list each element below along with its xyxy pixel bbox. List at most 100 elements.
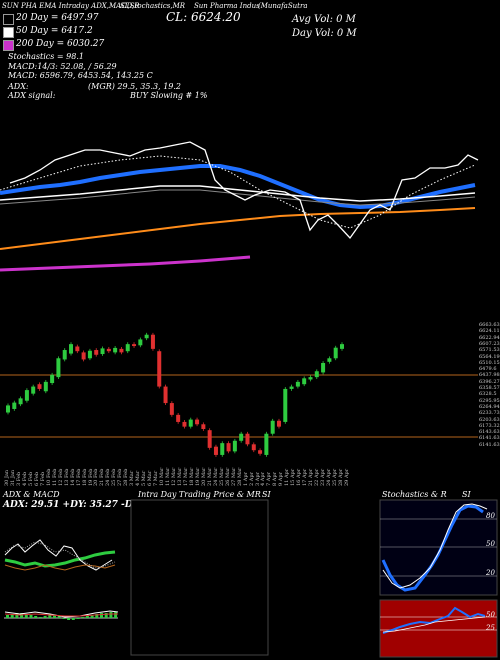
price-tick-label: 6437.98: [479, 372, 500, 379]
candle-body: [276, 420, 281, 427]
ema-blue-line: [0, 164, 476, 210]
candle-body: [245, 433, 250, 445]
macd-histogram-bar: [6, 615, 9, 618]
candle-body: [314, 371, 319, 378]
candle-body: [188, 419, 193, 427]
candle-body: [239, 433, 244, 441]
ma50-label: 50 Day = 6417.2: [16, 26, 93, 36]
stochastics-label: Stochastics = 98.1: [8, 52, 84, 61]
stoch-panel-title: Stochastics & R: [382, 490, 447, 499]
candle-body: [201, 424, 206, 429]
ticker-strip: SUN PHA EMA Intraday ADX,MACD,R: [2, 2, 140, 10]
price-line: [9, 141, 479, 240]
price-tick-label: 6571.53: [479, 347, 500, 354]
rsi-secondary-line: [382, 616, 486, 633]
candle-body: [94, 350, 99, 355]
macd-histogram-bar: [62, 618, 66, 619]
candle-body: [138, 339, 143, 346]
adx-readout: ADX: 29.51 +DY: 35.27 -DY: 19.19: [3, 500, 173, 510]
candle-body: [81, 352, 86, 360]
macd-histogram-bar: [104, 613, 108, 618]
macd-histogram-bar: [29, 615, 33, 618]
candle-body: [270, 420, 275, 434]
candle-body: [289, 386, 294, 389]
stoch-axis-20: 20: [486, 569, 495, 577]
ma20-swatch: [3, 14, 14, 25]
avg-vol: Avg Vol: 0 M: [292, 14, 356, 25]
candle-body: [295, 381, 300, 387]
stochastics-panel: [379, 499, 498, 596]
candlestick-chart: [0, 332, 478, 457]
stoch-axis-80: 80: [486, 512, 495, 520]
candle-body: [195, 419, 200, 425]
ma50-line: [0, 185, 476, 202]
price-tick-label: 6396.27: [479, 378, 500, 385]
candle-body: [50, 374, 55, 384]
candle-body: [327, 358, 332, 362]
price-tick-label: 6295.95: [479, 397, 500, 404]
stoch-axis-50: 50: [486, 540, 495, 548]
strip-right: (MunafaSutra: [258, 2, 308, 10]
macd-line: [4, 610, 119, 618]
macd-histogram-bar: [57, 616, 61, 618]
price-tick-label: 6622.94: [479, 334, 500, 341]
ma50-shadow-line: [0, 189, 476, 206]
candle-body: [106, 348, 111, 352]
price-tick-label: 6479.6: [479, 366, 497, 373]
price-tick-label: 6510.15: [479, 359, 500, 366]
ma-overview-chart: [0, 141, 479, 272]
candle-body: [157, 351, 162, 387]
candle-body: [321, 363, 326, 373]
candle-body: [220, 443, 225, 455]
ma200-label: 200 Day = 6030.27: [16, 39, 105, 49]
price-tick-label: 6233.73: [479, 410, 500, 417]
candle-body: [182, 421, 187, 427]
macd-histogram-bar: [34, 616, 38, 618]
candle-body: [163, 386, 168, 404]
rsi-axis-25: 25: [486, 624, 495, 632]
price-tick-label: 6328.5: [479, 391, 497, 398]
candle-body: [213, 446, 218, 455]
candle-body: [308, 377, 313, 380]
candle-body: [150, 334, 155, 349]
macd-signal-line: [4, 613, 118, 617]
candle-body: [37, 384, 42, 389]
rsi-axis-50: 50: [486, 611, 495, 619]
macd-histogram-bar: [15, 613, 19, 618]
ma50-swatch: [3, 27, 14, 38]
candle-body: [6, 405, 10, 413]
ma20-label: 20 Day = 6497.97: [16, 13, 99, 23]
price-tick-label: 6564.19: [479, 353, 500, 360]
ma200-swatch: [3, 40, 14, 51]
strip-company: Sun Pharma Indus: [194, 2, 260, 10]
macd-histogram-bar: [100, 613, 103, 618]
price-tick-label: 6141.63: [479, 441, 500, 448]
candle-body: [283, 388, 288, 422]
candle-body: [333, 347, 338, 359]
candle-body: [125, 344, 130, 352]
adx-minus-di-line: [4, 564, 116, 571]
adx-dotted-line: [4, 541, 116, 569]
candle-body: [251, 444, 256, 451]
adx-signal-value: BUY Slowing # 1%: [130, 91, 208, 100]
ma200-line: [0, 255, 251, 272]
stoch-d-line: [382, 503, 488, 589]
candle-body: [264, 433, 269, 455]
candle-body: [340, 344, 344, 349]
day-vol: Day Vol: 0 M: [292, 28, 357, 39]
candle-body: [69, 344, 74, 354]
adx-panel-title: ADX & MACD: [3, 490, 60, 499]
macd-histogram-bar: [76, 618, 80, 619]
rsi-line: [382, 606, 486, 634]
price-tick-label: 6607.23: [479, 340, 500, 347]
price-tick-label: 6264.94: [479, 403, 500, 410]
macd-histogram-bar: [114, 612, 118, 618]
macd-histogram-bar: [24, 614, 28, 618]
macd-line2: MACD: 6596.79, 6453.54, 143.25 C: [8, 71, 153, 80]
macd-histogram-bar: [20, 613, 24, 618]
macd-histogram-bar: [53, 615, 56, 618]
price-tick-label: 6143.63: [479, 429, 500, 436]
adx-label: ADX:: [8, 82, 29, 91]
candle-body: [43, 381, 48, 392]
price-tick-label: 6358.57: [479, 385, 500, 391]
